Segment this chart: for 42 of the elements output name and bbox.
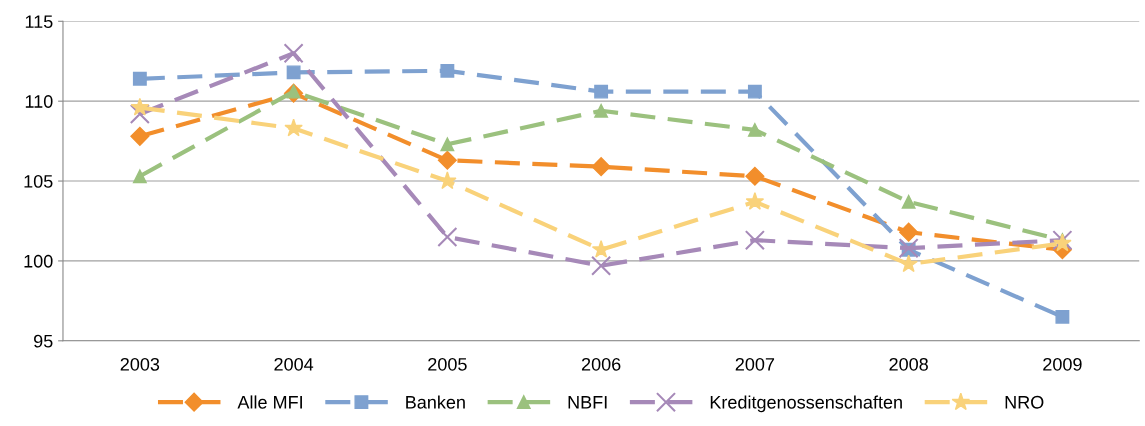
- point: [591, 157, 611, 177]
- point: [129, 103, 150, 125]
- y-tick-label: 115: [25, 15, 53, 29]
- point: [594, 84, 609, 99]
- x-tick-label: 2007: [735, 357, 775, 371]
- x-tick-label: 2004: [274, 357, 314, 371]
- y-tick-label: 95: [34, 334, 53, 348]
- legend-label: Kreditgenossenschaften: [710, 395, 902, 413]
- legend-label: Banken: [406, 395, 465, 409]
- point: [747, 84, 762, 99]
- point: [594, 103, 609, 118]
- x-tick-label: 2006: [581, 357, 621, 371]
- point: [745, 192, 765, 210]
- point: [901, 194, 916, 209]
- legend-label: NBFI: [568, 396, 607, 409]
- point: [899, 254, 918, 273]
- y-tick-label: 110: [25, 95, 53, 108]
- x-tick-label: 2005: [428, 357, 467, 371]
- point: [132, 169, 147, 184]
- point: [747, 122, 762, 137]
- point: [745, 166, 765, 186]
- point: [440, 137, 455, 152]
- point: [283, 43, 304, 64]
- legend-label: NRO: [1005, 395, 1044, 409]
- point: [1055, 309, 1070, 324]
- point: [130, 126, 150, 146]
- point: [437, 150, 457, 170]
- point: [286, 65, 301, 80]
- point: [744, 230, 765, 251]
- x-tick-label: 2009: [1043, 357, 1082, 371]
- point: [899, 222, 919, 242]
- point: [130, 97, 150, 116]
- y-tick-label: 100: [24, 254, 53, 268]
- legend-label: Alle MFI: [237, 395, 302, 409]
- x-tick-label: 2008: [889, 357, 928, 371]
- point: [132, 71, 147, 86]
- x-tick-label: 2003: [120, 357, 160, 371]
- point: [591, 255, 612, 276]
- point: [440, 63, 455, 78]
- point: [284, 118, 303, 137]
- point: [437, 226, 458, 248]
- y-tick-label: 105: [24, 174, 53, 188]
